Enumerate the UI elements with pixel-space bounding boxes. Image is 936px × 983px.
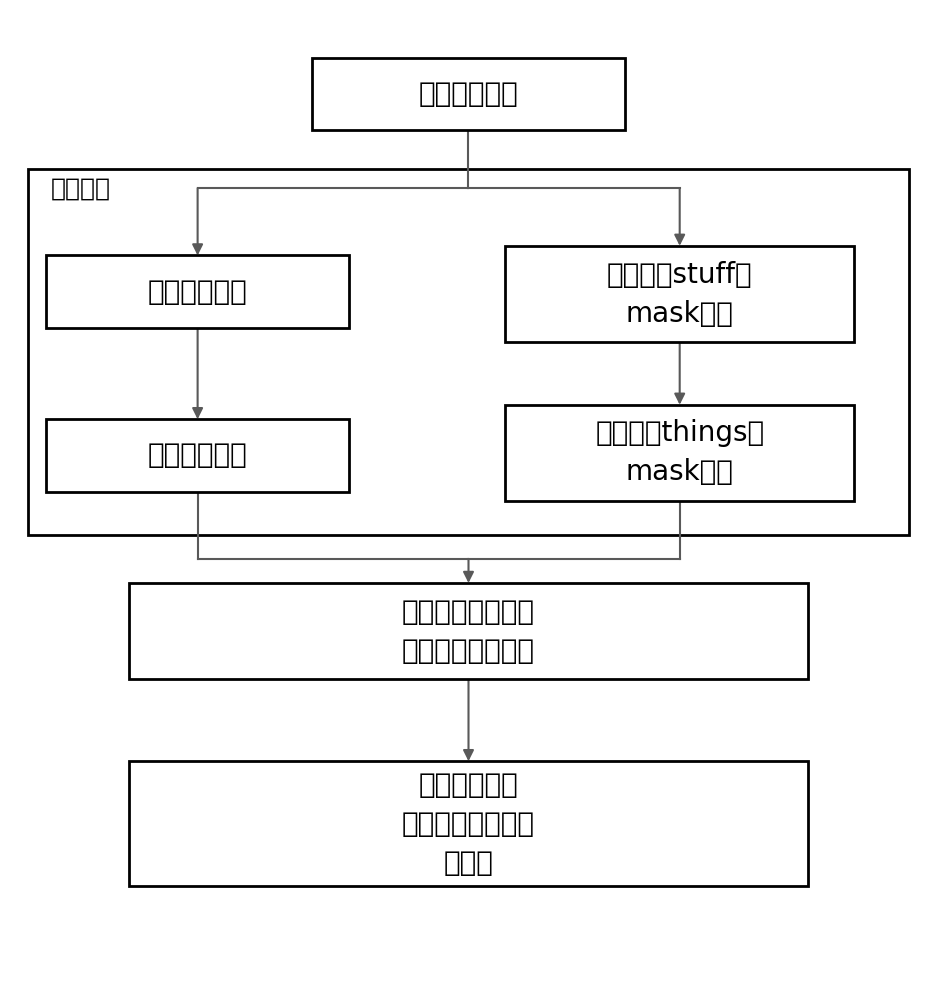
Bar: [505, 246, 854, 342]
Bar: [28, 169, 908, 535]
Bar: [128, 583, 808, 679]
Bar: [312, 58, 624, 131]
Text: 不同材质stuff的
mask标签: 不同材质stuff的 mask标签: [607, 260, 752, 327]
Text: 读取模板数据: 读取模板数据: [418, 81, 518, 108]
Text: 获取模板图片: 获取模板图片: [148, 277, 247, 306]
Bar: [46, 256, 349, 327]
Text: 离线数据生成
训练集、验证集、
测试集: 离线数据生成 训练集、验证集、 测试集: [402, 771, 534, 877]
Text: 随机色块生成: 随机色块生成: [148, 441, 247, 469]
Text: 含目标物things的
mask标签: 含目标物things的 mask标签: [594, 420, 764, 487]
Bar: [128, 761, 808, 887]
Bar: [505, 405, 854, 501]
Text: 数据增强: 数据增强: [51, 177, 110, 201]
Text: 阵列裁切中心裁切
随机裁切透视变换: 阵列裁切中心裁切 随机裁切透视变换: [402, 598, 534, 665]
Bar: [46, 420, 349, 492]
